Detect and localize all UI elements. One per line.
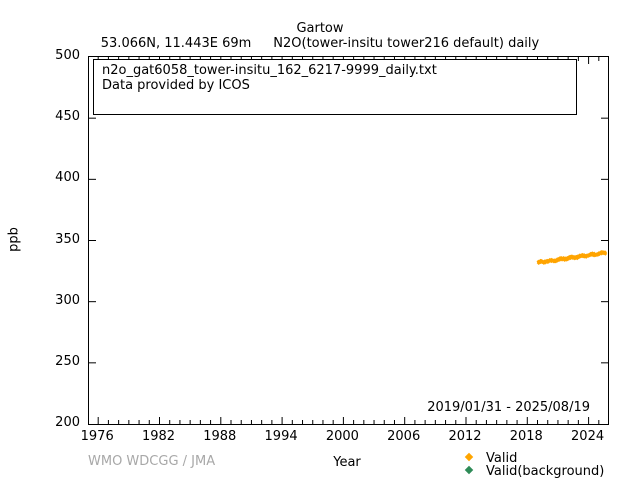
valid-diamond-icon <box>464 452 474 462</box>
x-tick-label: 2000 <box>325 429 359 444</box>
x-tick-label: 2018 <box>509 429 543 444</box>
legend-label: Valid <box>486 451 518 466</box>
y-tick-label: 250 <box>55 353 80 369</box>
x-tick-label: 1976 <box>80 429 114 444</box>
station-coordinates: 53.066N, 11.443E 69m <box>100 36 252 51</box>
page-title: Gartow <box>296 21 344 36</box>
legend-item-valid: Valid <box>462 451 640 466</box>
y-tick-label: 300 <box>55 292 80 308</box>
x-tick-label: 1982 <box>141 429 176 444</box>
plot-canvas <box>89 57 608 424</box>
x-tick-label: 2024 <box>571 429 605 444</box>
x-tick-label: 2006 <box>387 429 421 444</box>
data-point <box>603 252 608 256</box>
x-axis-title: Year <box>333 455 361 470</box>
x-tick-label: 1988 <box>203 429 237 444</box>
x-tick-label: 1994 <box>264 429 298 444</box>
page-subtitle: 53.066N, 11.443E 69m N2O(tower-insitu tow… <box>0 36 640 51</box>
y-tick-label: 200 <box>55 415 80 430</box>
data-provider: Data provided by ICOS <box>102 78 250 93</box>
source-filename: n2o_gat6058_tower-insitu_162_6217-9999_d… <box>102 63 437 78</box>
data-source-box: n2o_gat6058_tower-insitu_162_6217-9999_d… <box>93 59 577 115</box>
y-tick-label: 400 <box>55 170 80 186</box>
legend-label: Valid(background) <box>486 464 605 479</box>
plot-area <box>88 56 609 425</box>
valid-background-diamond-icon <box>464 465 474 475</box>
y-tick-label: 450 <box>55 109 80 125</box>
wdcgg-credit: WMO WDCGG / JMA <box>88 454 216 469</box>
dataset-descriptor: N2O(tower-insitu tower216 default) daily <box>273 36 540 51</box>
x-tick-label: 2012 <box>448 429 482 444</box>
y-tick-label: 350 <box>55 231 80 247</box>
y-tick-label: 500 <box>55 48 80 63</box>
legend-item-valid-background: Valid(background) <box>462 464 640 479</box>
date-range-annotation: 2019/01/31 - 2025/08/19 <box>427 400 590 415</box>
